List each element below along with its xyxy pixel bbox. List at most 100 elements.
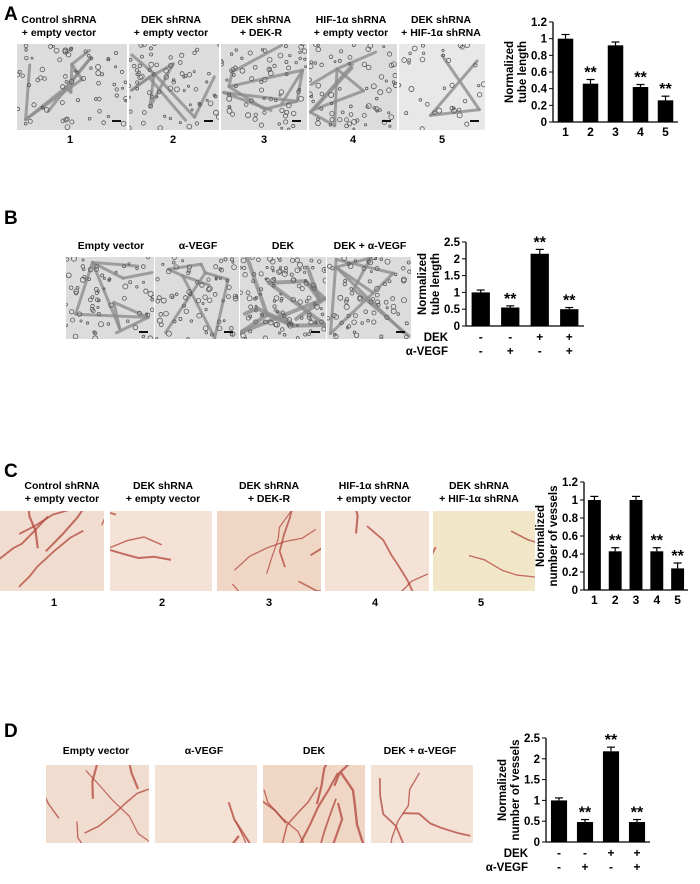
chart-a: 0 0.2 0.4 0.6 0.8 1 1.2 Normalized tube length 1 *… — [504, 17, 678, 139]
cam-image-2 — [110, 511, 212, 591]
panel-c-caption-3: DEK shRNA + DEK-R — [238, 480, 300, 505]
y-tick-label: 0.8 — [531, 50, 548, 62]
cam-image-5 — [433, 511, 535, 591]
bar — [657, 100, 674, 122]
panel-d-caption-2: α-VEGF — [184, 745, 224, 757]
bar — [629, 500, 643, 590]
panel-a-letter: A — [4, 4, 18, 25]
panel-c-number-4: 4 — [371, 597, 379, 609]
tube-formation-image-1 — [17, 44, 127, 130]
y-tick-label: 1.5 — [444, 271, 461, 283]
significance-marker: ** — [651, 533, 664, 550]
tube-formation-image-3 — [221, 44, 307, 130]
panel-c-number-1: 1 — [50, 597, 58, 609]
panel-a-number-4: 4 — [349, 134, 357, 146]
bar — [628, 822, 646, 842]
y-tick-label: 0.5 — [524, 816, 541, 828]
bar — [608, 551, 622, 590]
panel-a-number-1: 1 — [66, 134, 74, 146]
significance-marker: ** — [534, 234, 547, 251]
bar — [650, 551, 664, 590]
y-tick-label: 2.5 — [444, 237, 461, 249]
panel-c-number-5: 5 — [477, 597, 485, 609]
significance-marker: ** — [634, 70, 647, 87]
condition-mark: + — [566, 344, 573, 358]
bar — [607, 45, 624, 123]
bar — [550, 800, 568, 842]
x-tick-label: 5 — [674, 593, 681, 607]
y-tick-label: 1 — [454, 287, 461, 299]
significance-marker: ** — [584, 65, 597, 82]
condition-label: DEK — [424, 332, 449, 344]
condition-mark: - — [583, 846, 587, 860]
y-tick-label: 1 — [541, 34, 548, 46]
significance-marker: ** — [631, 805, 644, 822]
x-tick-label: 1 — [591, 593, 598, 607]
y-tick-label: 1 — [534, 795, 541, 807]
x-tick-label: 2 — [587, 125, 594, 139]
panel-c-number-2: 2 — [158, 597, 166, 609]
panel-b-letter: B — [4, 208, 18, 229]
panel-a-caption-3: DEK shRNA + DEK-R — [230, 14, 292, 39]
y-tick-label: 1.5 — [524, 775, 541, 787]
y-tick-label: 1.2 — [562, 477, 578, 489]
cam-image-3 — [217, 511, 321, 591]
y-tick-label: 0.2 — [531, 100, 547, 112]
significance-marker: ** — [659, 81, 672, 98]
y-tick-label: 0 — [572, 585, 578, 597]
bar — [560, 309, 579, 326]
tube-formation-image-empty-vector — [66, 257, 154, 339]
bar — [530, 253, 549, 326]
tube-formation-image-5 — [399, 44, 485, 130]
y-tick-label: 0.2 — [562, 567, 578, 579]
y-axis-label: Normalized — [535, 505, 547, 567]
condition-mark: + — [536, 330, 543, 344]
cam-image-4 — [325, 511, 429, 591]
bar — [582, 83, 599, 122]
x-tick-label: 3 — [633, 593, 640, 607]
x-tick-label: 3 — [612, 125, 619, 139]
significance-marker: ** — [671, 548, 684, 565]
cam-image-1 — [0, 511, 104, 591]
chart-c: 0 0.2 0.4 0.6 0.8 1 1.2 Normalized number of ves… — [535, 477, 688, 607]
bar — [632, 87, 649, 122]
bar — [587, 500, 601, 590]
panel-d-caption-4: DEK + α-VEGF — [383, 745, 457, 757]
y-tick-label: 0 — [534, 837, 540, 849]
condition-mark: + — [507, 344, 514, 358]
chart-b: 0 0.5 1 1.5 2 2.5 Normalized tube length ** ** ** D… — [406, 234, 584, 358]
tube-formation-image-dek-anti-vegf — [327, 257, 411, 339]
panel-c-caption-5: DEK shRNA + HIF-1α shRNA — [439, 480, 519, 505]
y-tick-label: 0.6 — [562, 531, 578, 543]
y-tick-label: 0.8 — [562, 513, 579, 525]
tube-formation-image-2 — [129, 44, 219, 130]
y-axis-label: tube length — [430, 253, 442, 315]
chart-d: 0 0.5 1 1.5 2 2.5 Normalized number of vessels *… — [486, 732, 650, 874]
condition-mark: - — [479, 330, 483, 344]
cam-image-empty-vector — [46, 765, 149, 843]
cam-image-dek — [263, 765, 365, 843]
panel-a-number-2: 2 — [169, 134, 177, 146]
cam-image-dek-anti-vegf — [371, 765, 473, 843]
y-axis-label: Normalized — [497, 759, 509, 821]
condition-mark: + — [566, 330, 573, 344]
bar — [471, 292, 490, 326]
x-tick-label: 4 — [637, 125, 644, 139]
significance-marker: ** — [563, 293, 576, 310]
condition-mark: + — [581, 860, 588, 874]
y-tick-label: 0 — [454, 321, 460, 333]
condition-mark: + — [607, 846, 614, 860]
condition-mark: - — [508, 330, 512, 344]
panel-b-caption-4: DEK + α-VEGF — [333, 240, 407, 252]
x-tick-label: 4 — [653, 593, 660, 607]
panel-c-number-3: 3 — [265, 597, 273, 609]
panel-a-caption-5: DEK shRNA + HIF-1α shRNA — [401, 14, 481, 39]
y-tick-label: 2.5 — [524, 733, 541, 745]
y-axis-label: Normalized — [417, 253, 429, 315]
x-tick-label: 1 — [562, 125, 569, 139]
tube-formation-image-anti-vegf — [155, 257, 239, 339]
significance-marker: ** — [579, 805, 592, 822]
y-axis-label: number of vessels — [548, 486, 560, 587]
y-tick-label: 1 — [572, 495, 579, 507]
bar — [576, 822, 594, 842]
